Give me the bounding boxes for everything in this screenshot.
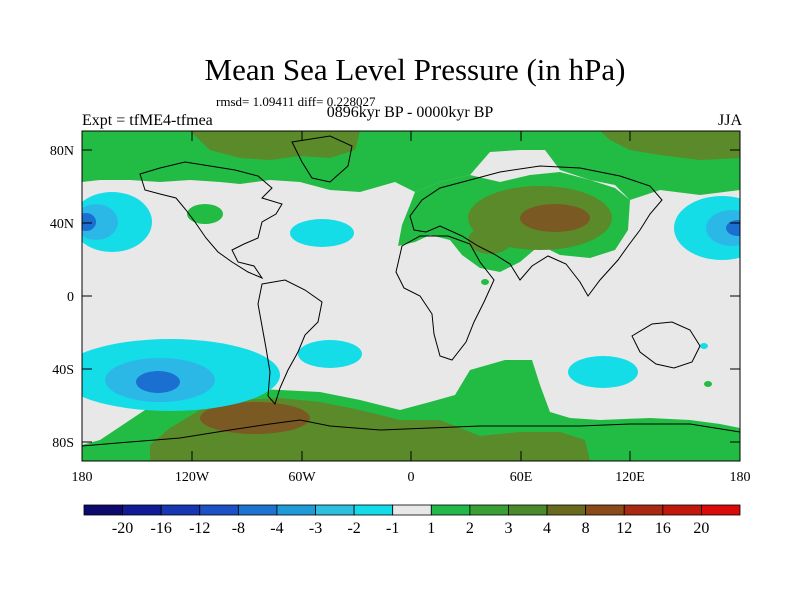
- lat-tick-label: 40N: [50, 217, 74, 232]
- na-green-patch: [187, 204, 223, 224]
- coast-antarctica: [82, 419, 740, 447]
- coast-africa: [395, 235, 495, 361]
- colorbar-label: -8: [232, 520, 245, 537]
- colorbar-label: 20: [693, 520, 709, 537]
- lat-ticks: [82, 149, 740, 443]
- coast-australia: [631, 321, 701, 369]
- colorbar-swatch: [430, 504, 471, 516]
- lon-ticks: [191, 131, 631, 461]
- colorbar-swatch: [469, 504, 509, 516]
- colorbar-swatch: [199, 504, 239, 516]
- lon-tick-label: 120E: [615, 470, 645, 485]
- colorbar-swatch: [623, 504, 664, 516]
- colorbar-label: -20: [112, 520, 133, 537]
- south-atlantic-low: [298, 340, 362, 368]
- colorbar-label: -2: [347, 520, 360, 537]
- lat-tick-label: 80N: [50, 144, 74, 159]
- colorbar-swatch: [315, 504, 355, 516]
- south-pacific-low-core: [136, 371, 180, 393]
- colorbar-label: 16: [655, 520, 671, 537]
- australia-east-low: [700, 343, 708, 349]
- colorbar-swatch: [122, 504, 162, 516]
- colorbar-swatch: [662, 504, 702, 516]
- lat-tick-label: 40S: [52, 363, 74, 378]
- lon-tick-label: 180: [72, 470, 93, 485]
- colorbar-swatch: [160, 504, 201, 516]
- colorbar-swatch: [353, 504, 394, 516]
- coastlines: [82, 135, 740, 447]
- colorbar-swatch: [546, 504, 587, 516]
- eurasia-brown: [520, 204, 590, 232]
- south-brown-core: [200, 402, 310, 434]
- colorbar-label: 2: [466, 520, 474, 537]
- colorbar-label: -3: [309, 520, 322, 537]
- map-title: Mean Sea Level Pressure (in hPa): [204, 52, 626, 87]
- colorbar-swatch: [585, 504, 625, 516]
- colorbar-label: -16: [151, 520, 172, 537]
- colorbar-label: 3: [504, 520, 512, 537]
- colorbar-label: -12: [189, 520, 210, 537]
- mideast-olive: [468, 226, 512, 254]
- lon-tick-label: 60W: [288, 470, 316, 485]
- colorbar-swatch: [83, 504, 123, 516]
- colorbar-swatch: [237, 504, 278, 516]
- east-pacific-low-mid: [706, 210, 740, 246]
- colorbar-label: 8: [582, 520, 590, 537]
- indian-ocean-low: [568, 356, 638, 388]
- coast-eurasia: [409, 165, 663, 297]
- pressure-field: [82, 131, 740, 461]
- coast-north-america: [139, 161, 283, 280]
- lon-tick-label: 0: [408, 470, 415, 485]
- west-pacific-low-core: [82, 213, 96, 231]
- colorbar-label: 4: [543, 520, 551, 537]
- period-label: 0896kyr BP - 0000kyr BP: [326, 104, 494, 121]
- colorbar-label: -4: [270, 520, 283, 537]
- east-pacific-low-core: [726, 220, 740, 236]
- colorbar-swatch: [701, 504, 741, 516]
- north-olive-core-east: [600, 131, 740, 160]
- west-pacific-low-mid: [82, 204, 118, 240]
- lon-tick-label: 120W: [175, 470, 210, 485]
- season-label: JJA: [717, 112, 742, 129]
- africa-green-patch: [481, 279, 489, 285]
- coast-greenland: [291, 135, 353, 183]
- lon-tick-label: 60E: [510, 470, 533, 485]
- north-atlantic-low: [290, 219, 354, 247]
- colorbar-swatch: [392, 504, 432, 516]
- lat-tick-label: 0: [67, 290, 74, 305]
- australia-green-patch: [704, 381, 712, 387]
- stats-label: rmsd= 1.09411 diff= 0.228027: [216, 94, 376, 109]
- colorbar-label: -1: [386, 520, 399, 537]
- experiment-label: Expt = tfME4-tfmea: [82, 112, 213, 129]
- lat-tick-label: 80S: [52, 436, 74, 451]
- lon-tick-label: 180: [730, 470, 751, 485]
- colorbar: -20 -16 -12 -8 -4 -3 -2 -1 1 2 3 4 8 12 16 20: [83, 504, 741, 537]
- colorbar-label: 1: [427, 520, 435, 537]
- colorbar-swatch: [276, 504, 316, 516]
- coast-south-america: [257, 279, 323, 406]
- colorbar-label: 12: [616, 520, 632, 537]
- colorbar-swatch: [508, 504, 548, 516]
